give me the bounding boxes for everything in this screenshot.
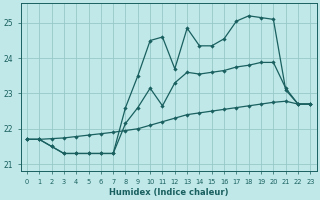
X-axis label: Humidex (Indice chaleur): Humidex (Indice chaleur) (109, 188, 228, 197)
